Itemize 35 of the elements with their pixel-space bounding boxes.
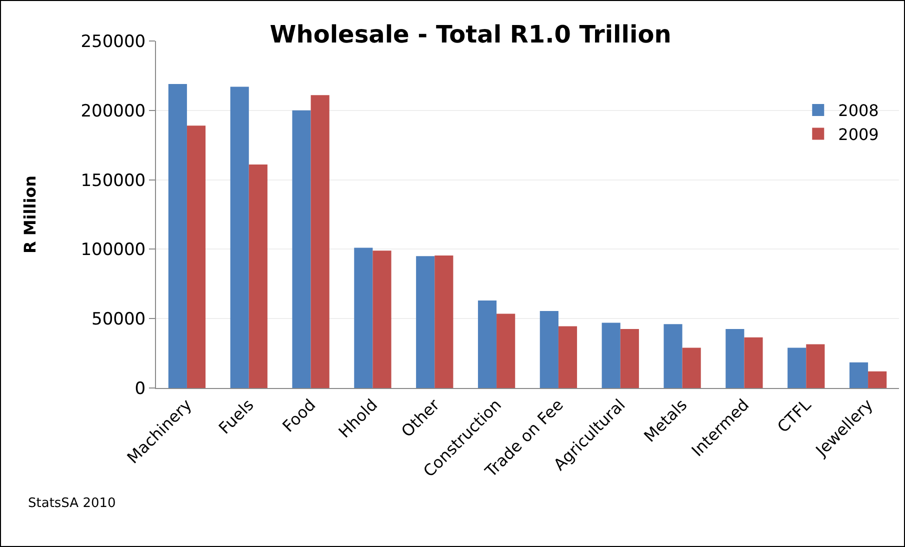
y-axis-title: R Million bbox=[20, 175, 40, 254]
bar bbox=[806, 344, 825, 388]
bar bbox=[496, 314, 516, 388]
bar bbox=[186, 126, 206, 388]
bar bbox=[168, 84, 187, 388]
bar bbox=[602, 322, 620, 388]
y-tick-label: 150000 bbox=[80, 170, 146, 191]
bar bbox=[310, 95, 330, 388]
y-tick-label: 0 bbox=[134, 378, 146, 399]
bar bbox=[540, 310, 558, 388]
bar bbox=[849, 362, 868, 388]
bar bbox=[744, 337, 763, 388]
bar bbox=[558, 326, 578, 388]
bar bbox=[354, 248, 373, 388]
bar bbox=[292, 110, 311, 388]
bar bbox=[478, 300, 497, 388]
legend-label: 2009 bbox=[838, 124, 879, 144]
y-tick-label: 250000 bbox=[80, 32, 146, 52]
y-tick-label: 100000 bbox=[80, 240, 146, 260]
bar bbox=[230, 86, 249, 388]
legend-label: 2008 bbox=[838, 101, 879, 120]
bar bbox=[248, 164, 268, 388]
bar bbox=[682, 348, 701, 388]
bar bbox=[664, 324, 682, 388]
text: StatsSA 2010 bbox=[28, 496, 116, 511]
bar bbox=[726, 329, 744, 388]
y-tick-label: 200000 bbox=[80, 101, 146, 122]
y-tick-label: 50000 bbox=[92, 310, 146, 330]
bar bbox=[372, 250, 392, 388]
bar bbox=[788, 348, 806, 388]
bar bbox=[434, 255, 454, 388]
bar bbox=[416, 256, 435, 388]
bar bbox=[620, 329, 639, 388]
bar bbox=[868, 371, 887, 388]
chart-title: Wholesale - Total R1.0 Trillion bbox=[270, 20, 672, 48]
